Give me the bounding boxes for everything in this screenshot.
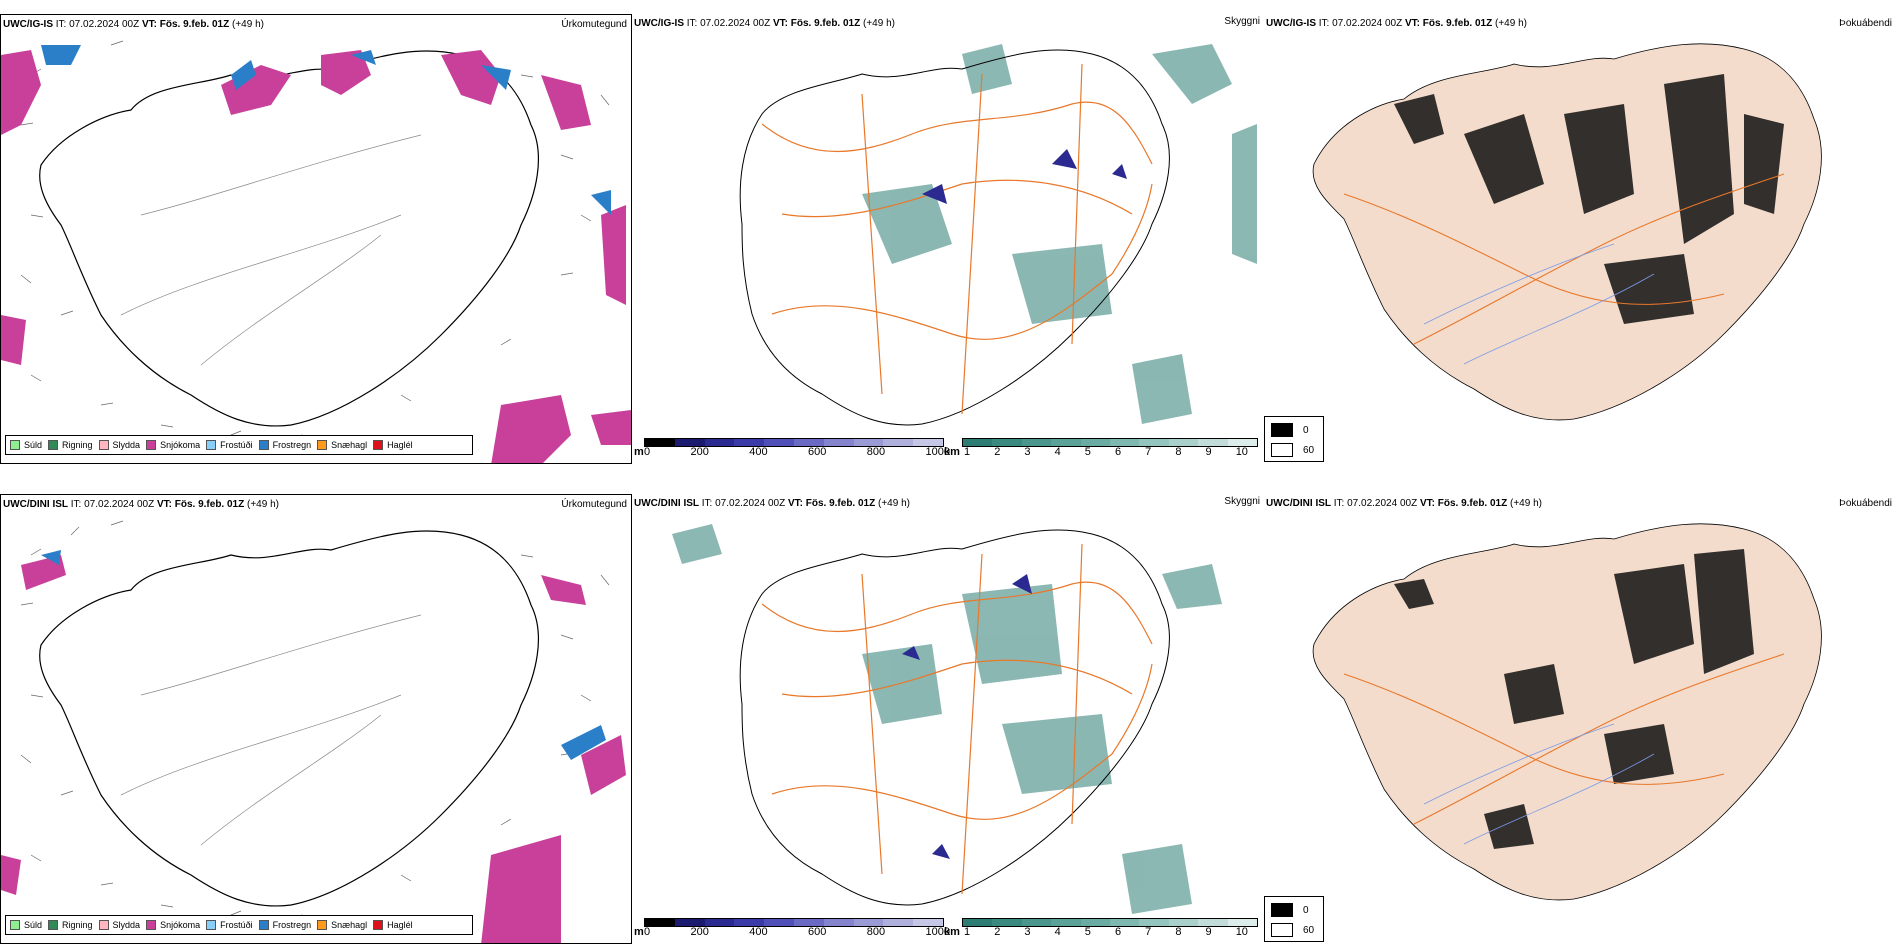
iceland-visibility-map: [739, 44, 1257, 426]
legend-item: Slydda: [98, 440, 140, 450]
panel-header: UWC/IG-IS IT: 07.02.2024 00Z VT: Fös. 9.…: [634, 18, 895, 29]
iceland-outline: [39, 530, 540, 907]
precip-type-panel-bottom: UWC/DINI ISL IT: 07.02.2024 00Z VT: Fös.…: [0, 494, 632, 944]
legend-swatch: [48, 920, 59, 930]
precip-type-legend: Súld Rigning Slydda Snjókoma Frostúði Fr…: [5, 435, 473, 455]
height-colorbar: [644, 918, 944, 927]
iceland-outline: [739, 529, 1170, 906]
iceland-precip-map: [1, 520, 626, 943]
legend-item: Frostúði: [206, 920, 253, 930]
height-unit: m: [634, 446, 644, 458]
panel-title: Úrkomutegund: [561, 499, 627, 510]
legend-item: Slydda: [98, 920, 140, 930]
precip-type-legend: Súld Rigning Slydda Snjókoma Frostúði Fr…: [5, 915, 473, 935]
panel-header: UWC/DINI ISL IT: 07.02.2024 00Z VT: Fös.…: [3, 499, 279, 510]
panel-title: Þokuábendi: [1839, 498, 1892, 509]
panel-header: UWC/IG-IS IT: 07.02.2024 00Z VT: Fös. 9.…: [3, 19, 264, 30]
visibility-unit: km: [944, 926, 960, 938]
legend-swatch: [48, 440, 59, 450]
legend-swatch: [10, 920, 20, 930]
height-colorbar: [644, 438, 944, 447]
legend-swatch: [1271, 423, 1293, 437]
legend-swatch: [206, 920, 217, 930]
panel-header: UWC/DINI ISL IT: 07.02.2024 00Z VT: Fös.…: [1266, 498, 1542, 509]
legend-swatch: [146, 920, 157, 930]
legend-item: Súld: [10, 920, 42, 930]
legend-swatch: [206, 440, 217, 450]
visibility-ticks: 1 2 3 4 5 6 7 8 9 10: [964, 446, 1248, 458]
visibility-panel-top: UWC/IG-IS IT: 07.02.2024 00Z VT: Fös. 9.…: [632, 14, 1264, 464]
iceland-precip-map: [1, 40, 631, 463]
legend-swatch: [373, 920, 384, 930]
legend-item: Haglél: [373, 920, 413, 930]
visibility-panel-bottom: UWC/DINI ISL IT: 07.02.2024 00Z VT: Fös.…: [632, 494, 1264, 944]
legend-item: Snjókoma: [146, 440, 200, 450]
panel-title: Skyggni: [1224, 16, 1260, 27]
legend-item: Frostregn: [258, 920, 311, 930]
legend-swatch: [258, 440, 269, 450]
fog-legend: 0 60: [1264, 896, 1324, 942]
legend-swatch: [1271, 923, 1293, 937]
legend-item: Frostregn: [258, 440, 311, 450]
iceland-outline: [739, 49, 1170, 426]
legend-item: Frostúði: [206, 440, 253, 450]
legend-swatch: [1271, 903, 1293, 917]
iceland-visibility-map: [672, 524, 1222, 914]
fog-panel-top: UWC/IG-IS IT: 07.02.2024 00Z VT: Fös. 9.…: [1264, 14, 1900, 464]
legend-item: Snjókoma: [146, 920, 200, 930]
legend-swatch: [373, 440, 384, 450]
legend-item: Rigning: [48, 440, 93, 450]
height-ticks: 0 200 400 600 800 1000: [644, 446, 950, 458]
legend-swatch: [98, 920, 109, 930]
legend-item: Súld: [10, 440, 42, 450]
legend-item: Snæhagl: [317, 440, 367, 450]
iceland-land: [1312, 43, 1822, 421]
legend-swatch: [98, 440, 109, 450]
panel-title: Þokuábendi: [1839, 18, 1892, 29]
panel-header: UWC/IG-IS IT: 07.02.2024 00Z VT: Fös. 9.…: [1266, 18, 1527, 29]
legend-swatch: [258, 920, 269, 930]
iceland-land: [1312, 523, 1822, 901]
height-unit: m: [634, 926, 644, 938]
fog-legend: 0 60: [1264, 416, 1324, 462]
legend-swatch: [317, 440, 328, 450]
panel-header: UWC/DINI ISL IT: 07.02.2024 00Z VT: Fös.…: [634, 498, 910, 509]
visibility-unit: km: [944, 446, 960, 458]
visibility-colorbar: [962, 438, 1258, 447]
visibility-ticks: 1 2 3 4 5 6 7 8 9 10: [964, 926, 1248, 938]
legend-swatch: [1271, 443, 1293, 457]
legend-item: Rigning: [48, 920, 93, 930]
legend-swatch: [317, 920, 328, 930]
iceland-fog-map: [1312, 43, 1822, 421]
legend-item: Haglél: [373, 440, 413, 450]
legend-item: Snæhagl: [317, 920, 367, 930]
visibility-colorbar: [962, 918, 1258, 927]
legend-swatch: [10, 440, 20, 450]
fog-panel-bottom: UWC/DINI ISL IT: 07.02.2024 00Z VT: Fös.…: [1264, 494, 1900, 944]
panel-title: Skyggni: [1224, 496, 1260, 507]
iceland-outline: [39, 50, 540, 427]
iceland-fog-map: [1312, 523, 1822, 901]
height-ticks: 0 200 400 600 800 1000: [644, 926, 950, 938]
precip-type-panel-top: UWC/IG-IS IT: 07.02.2024 00Z VT: Fös. 9.…: [0, 14, 632, 464]
legend-swatch: [146, 440, 157, 450]
panel-title: Úrkomutegund: [561, 19, 627, 30]
